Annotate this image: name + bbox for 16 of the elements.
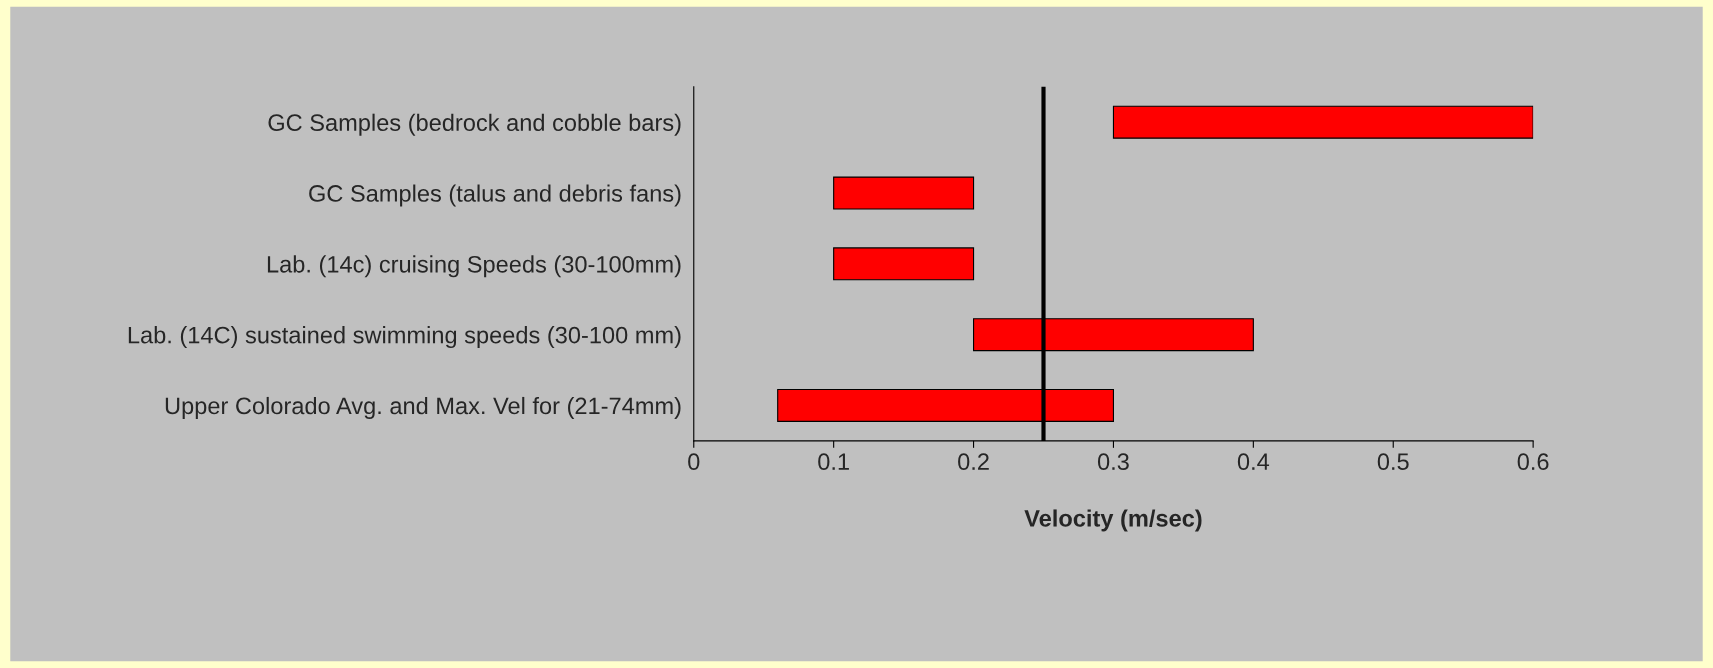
- bar: [1112, 105, 1534, 139]
- bar: [833, 247, 975, 281]
- x-tick-label: 0.3: [1097, 453, 1129, 471]
- y-tick-label: GC Samples (talus and debris fans): [309, 184, 681, 207]
- x-tick-label: 0: [688, 453, 700, 471]
- y-tick-label: Lab. (14C) sustained swimming speeds (30-100 mm): [128, 326, 681, 349]
- y-tick-label: GC Samples (bedrock and cobble bars): [268, 113, 681, 136]
- bar: [833, 176, 975, 210]
- x-axis-title: Velocity (m/sec): [1024, 509, 1202, 532]
- x-tick-label: 0.2: [958, 453, 989, 471]
- x-tick-label: 0.4: [1237, 453, 1270, 471]
- y-tick-label: Upper Colorado Avg. and Max. Vel for (21-74mm): [165, 396, 681, 419]
- y-tick-label: Lab. (14c) cruising Speeds (30-100mm): [267, 255, 681, 278]
- x-tick-label: 0.1: [818, 453, 849, 471]
- x-tick-label: 0.5: [1377, 453, 1409, 471]
- x-tick-label: 0.6: [1517, 453, 1549, 471]
